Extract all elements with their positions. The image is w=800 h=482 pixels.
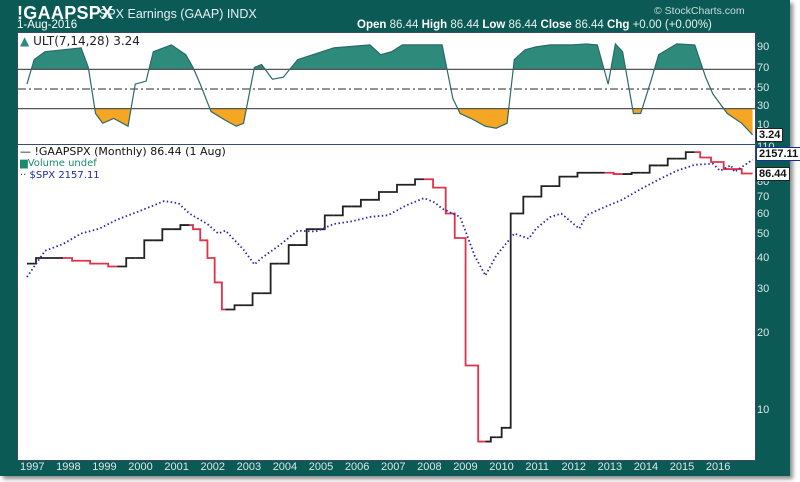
x-tick-2003: 2003	[236, 461, 262, 473]
area-chart-icon: ▲	[20, 34, 30, 48]
open-label: Open	[357, 19, 387, 31]
x-tick-2016: 2016	[705, 461, 731, 473]
ult-legend: ▲ ULT(7,14,28) 3.24	[20, 34, 140, 48]
x-tick-2008: 2008	[417, 461, 442, 473]
x-tick-2000: 2000	[128, 461, 153, 473]
quote-bar: Open 86.44 High 86.44 Low 86.44 Close 86…	[357, 19, 712, 31]
high-value: 86.44	[450, 19, 480, 31]
ult-tick-30: 30	[757, 100, 770, 112]
legend-volume-text: Volume undef	[27, 158, 97, 169]
x-tick-2010: 2010	[489, 461, 514, 473]
price-tick-20: 20	[757, 327, 770, 339]
chart-date: 1-Aug-2016	[17, 19, 78, 31]
x-tick-2011: 2011	[525, 461, 550, 473]
price-tick-10: 10	[757, 404, 770, 416]
ult-tick-70: 70	[757, 62, 770, 74]
x-tick-2001: 2001	[164, 461, 189, 473]
legend-volume: ▆Volume undef	[20, 158, 226, 170]
price-tick-70: 70	[757, 191, 770, 203]
ult-value-tag: 3.24	[756, 128, 784, 142]
x-tick-2004: 2004	[272, 461, 298, 473]
stockcharts-watermark: © StockCharts.com	[654, 5, 745, 17]
legend-earnings-text: !GAAPSPX (Monthly) 86.44 (1 Aug)	[34, 145, 226, 158]
x-tick-2014: 2014	[633, 461, 659, 473]
line-swatch-icon: —	[20, 145, 31, 158]
price-tick-40: 40	[757, 252, 770, 264]
x-tick-2006: 2006	[344, 461, 370, 473]
volume-bars-icon: ▆	[20, 158, 28, 169]
close-label: Close	[540, 19, 572, 31]
low-value: 86.44	[508, 19, 538, 31]
x-tick-1998: 1998	[56, 461, 81, 473]
dotted-swatch-icon: ··	[20, 170, 27, 181]
legend-spx-text: $SPX 2157.11	[29, 170, 100, 181]
ult-indicator-panel	[17, 32, 756, 145]
chg-value: +0.00 (+0.00%)	[632, 19, 712, 31]
symbol-title: !GAAPSPX	[17, 3, 114, 23]
price-tick-50: 50	[757, 228, 770, 240]
x-tick-2007: 2007	[381, 461, 406, 473]
close-value: 86.44	[575, 19, 604, 31]
price-tick-60: 60	[757, 208, 770, 220]
low-label: Low	[482, 19, 506, 31]
x-tick-2005: 2005	[308, 461, 334, 473]
price-legend: — !GAAPSPX (Monthly) 86.44 (1 Aug) ▆Volu…	[20, 146, 226, 182]
price-panel	[17, 144, 756, 461]
symbol-name: SPX Earnings (GAAP) INDX	[99, 7, 257, 21]
ult-plot	[18, 42, 755, 136]
chg-label: Chg	[607, 19, 630, 31]
ult-tick-50: 50	[757, 82, 770, 94]
x-tick-2002: 2002	[200, 461, 225, 473]
price-plot	[26, 151, 754, 443]
high-label: High	[421, 19, 448, 31]
legend-earnings: — !GAAPSPX (Monthly) 86.44 (1 Aug)	[20, 146, 226, 158]
ult-tick-90: 90	[757, 41, 770, 53]
earnings-value-tag: 86.44	[756, 167, 790, 181]
open-value: 86.44	[389, 19, 419, 31]
x-tick-1997: 1997	[20, 461, 45, 473]
x-tick-2009: 2009	[453, 461, 478, 473]
x-tick-2013: 2013	[597, 461, 623, 473]
legend-spx: ·· $SPX 2157.11	[20, 170, 226, 182]
x-tick-2015: 2015	[669, 461, 695, 473]
x-tick-1999: 1999	[92, 461, 117, 473]
ult-label-text: ULT(7,14,28) 3.24	[33, 34, 140, 48]
price-tick-30: 30	[757, 283, 770, 295]
x-tick-2012: 2012	[561, 461, 586, 473]
spx-value-tag: 2157.11	[756, 147, 800, 161]
